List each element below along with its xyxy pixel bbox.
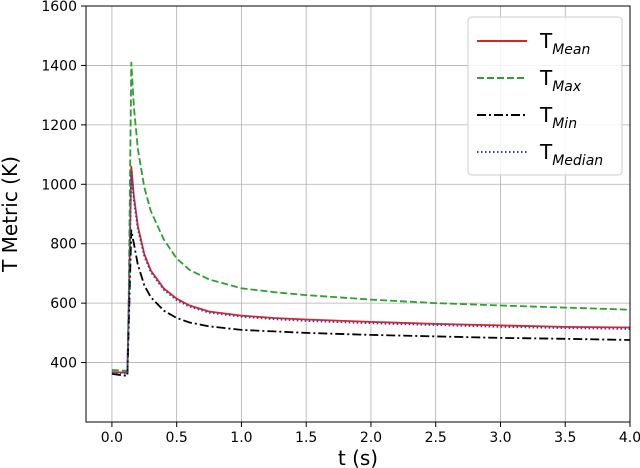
legend-label-sub: Mean (552, 42, 590, 58)
series-line-mean (111, 165, 631, 374)
legend-label-mean: TMean (539, 29, 590, 58)
series-line-median (111, 171, 631, 375)
legend-label-max: TMax (539, 66, 582, 95)
y-tick-label: 400 (50, 356, 77, 372)
x-tick-label: 2.5 (425, 430, 447, 446)
x-tick-label: 0.0 (101, 430, 123, 446)
series-lines (111, 61, 631, 377)
y-axis-label: T Metric (K) (0, 156, 22, 273)
legend-label-min: TMin (539, 103, 577, 132)
legend-label-main: T (539, 103, 553, 127)
legend-label-sub: Min (552, 116, 577, 132)
y-tick-label: 1400 (41, 58, 77, 74)
x-axis-label: t (s) (338, 446, 378, 468)
legend-label-main: T (539, 140, 553, 164)
y-tick-label: 600 (50, 296, 77, 312)
x-tick-label: 2.0 (360, 430, 382, 446)
legend-label-main: T (539, 66, 553, 90)
x-tick-label: 1.5 (295, 430, 317, 446)
legend-label-median: TMedian (539, 140, 603, 169)
series-line-max (111, 61, 631, 372)
x-tick-label: 1.0 (230, 430, 252, 446)
x-tick-label: 3.5 (554, 430, 576, 446)
series-line-min (111, 229, 631, 377)
axis-ticks: 0.0 0.5 1.0 1.5 2.0 2.5 3.0 3.5 4.0 400 600 800 1000… (41, 0, 640, 446)
legend-label-sub: Median (552, 153, 603, 169)
x-tick-label: 4.0 (619, 430, 640, 446)
x-tick-label: 3.0 (489, 430, 511, 446)
plot-frame (85, 5, 631, 423)
y-tick-label: 800 (50, 237, 77, 253)
y-tick-label: 1000 (41, 177, 77, 193)
x-tick-label: 0.5 (166, 430, 188, 446)
legend-label-sub: Max (552, 79, 582, 95)
y-tick-label: 1600 (41, 0, 77, 15)
legend-box (467, 16, 623, 176)
legend-label-main: T (539, 29, 553, 53)
y-tick-label: 1200 (41, 118, 77, 134)
